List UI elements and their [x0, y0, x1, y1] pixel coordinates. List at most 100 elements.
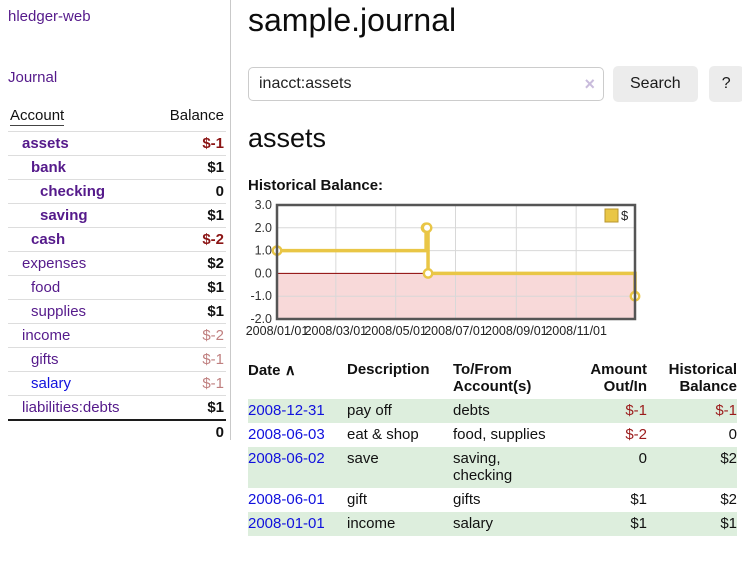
- account-row-assets: assets $-1: [8, 131, 226, 155]
- account-link[interactable]: checking: [40, 183, 106, 200]
- account-balance: $-1: [202, 135, 224, 152]
- transaction-balance: $-1: [647, 399, 737, 423]
- transaction-description: income: [347, 512, 453, 536]
- search-form: × Search ?: [248, 66, 742, 102]
- account-link[interactable]: assets: [22, 135, 69, 152]
- account-link[interactable]: gifts: [31, 351, 59, 368]
- sort-ascending-icon: ∧: [284, 362, 296, 379]
- search-input[interactable]: [248, 67, 604, 101]
- account-link[interactable]: liabilities:debts: [22, 399, 120, 416]
- register-table: Date ∧ Description To/From Account(s) Am…: [248, 359, 737, 536]
- account-row-checking: checking 0: [8, 179, 226, 203]
- account-link[interactable]: cash: [31, 231, 66, 248]
- transaction-amount: $1: [570, 512, 647, 536]
- account-table-header: Account Balance: [8, 104, 226, 131]
- transaction-date[interactable]: 2008-06-03: [248, 423, 347, 447]
- x-tick-label: 2008/05/01: [364, 324, 427, 338]
- transaction-date[interactable]: 2008-01-01: [248, 512, 347, 536]
- transaction-amount: $-2: [625, 426, 647, 443]
- transaction-description: pay off: [347, 399, 453, 423]
- account-link[interactable]: income: [22, 327, 71, 344]
- transaction-description: eat & shop: [347, 426, 419, 443]
- legend-swatch: [604, 208, 619, 223]
- account-balance: 0: [215, 183, 224, 200]
- account-row-liabilities-debts: liabilities:debts $1: [8, 395, 226, 419]
- register-row: 2008-06-02 save saving, checking 0 $2: [248, 447, 737, 488]
- x-tick-label: 2008/07/01: [424, 324, 487, 338]
- account-row-supplies: supplies $1: [8, 299, 226, 323]
- description-column-header: Description: [347, 361, 430, 378]
- account-row-salary: salary $-1: [8, 371, 226, 395]
- account-link[interactable]: saving: [40, 207, 88, 224]
- date-link[interactable]: 2008-06-01: [248, 491, 325, 508]
- transaction-accounts: saving, checking: [453, 447, 570, 488]
- transaction-balance: $2: [647, 447, 737, 488]
- legend-label: $: [621, 208, 629, 223]
- transaction-date[interactable]: 2008-06-02: [248, 447, 347, 488]
- account-balance: $2: [207, 255, 224, 272]
- account-balance: $-2: [202, 327, 224, 344]
- account-balance: $1: [207, 159, 224, 176]
- plot-border: [275, 203, 637, 321]
- account-column-header[interactable]: Account: [10, 107, 65, 126]
- transaction-accounts: salary: [453, 512, 570, 536]
- account-balance: $1: [207, 303, 224, 320]
- transaction-amount: 0: [570, 447, 647, 488]
- date-column-header[interactable]: Date ∧: [248, 362, 296, 379]
- y-tick-label: -2.0: [250, 312, 272, 326]
- x-tick-label: 2008/11/01: [545, 324, 607, 338]
- account-row-expenses: expenses $2: [8, 251, 226, 275]
- data-point-marker: [422, 268, 434, 279]
- date-link[interactable]: 2008-06-03: [248, 426, 325, 443]
- app-title-link[interactable]: hledger-web: [8, 8, 91, 25]
- register-row: 2008-06-03 eat & shop food, supplies $-2 0: [248, 423, 737, 447]
- account-link[interactable]: food: [31, 279, 61, 296]
- account-balance: $1: [207, 279, 224, 296]
- date-link[interactable]: 2008-06-02: [248, 450, 325, 467]
- register-header-row: Date ∧ Description To/From Account(s) Am…: [248, 359, 737, 399]
- balance-column-header-main: Historical Balance: [668, 361, 737, 395]
- chart-title: Historical Balance:: [248, 177, 384, 194]
- transaction-description: gift: [347, 491, 368, 508]
- account-balance: $1: [207, 399, 224, 416]
- y-tick-label: 3.0: [255, 198, 272, 212]
- help-button[interactable]: ?: [708, 66, 742, 102]
- data-point-marker: [421, 222, 433, 234]
- x-tick-label: 2008/01/01: [246, 324, 309, 338]
- transaction-amount: $1: [630, 491, 647, 508]
- transaction-description: save: [347, 447, 453, 488]
- transaction-balance: 0: [728, 426, 737, 443]
- accounts-column-header: To/From Account(s): [453, 361, 532, 395]
- x-tick-label: 2008/03/01: [305, 324, 368, 338]
- account-row-food: food $1: [8, 275, 226, 299]
- y-tick-label: 1.0: [255, 244, 272, 258]
- sidebar: hledger-web Journal Account Balance asse…: [0, 0, 231, 441]
- date-link[interactable]: 2008-01-01: [248, 515, 325, 532]
- account-total-row: 0: [8, 419, 226, 444]
- account-link[interactable]: bank: [31, 159, 67, 176]
- register-row: 2008-01-01 income salary $1 $1: [248, 512, 737, 536]
- transaction-date[interactable]: 2008-06-01: [248, 488, 347, 512]
- y-tick-label: -1.0: [250, 289, 272, 303]
- date-link[interactable]: 2008-12-31: [248, 402, 325, 419]
- search-button[interactable]: Search: [613, 66, 698, 102]
- balance-column-header: Balance: [169, 107, 224, 124]
- sidebar-item-journal[interactable]: Journal: [8, 69, 58, 86]
- transaction-accounts: food, supplies: [453, 426, 546, 443]
- transaction-accounts: debts: [453, 399, 570, 423]
- account-link[interactable]: expenses: [22, 255, 87, 272]
- x-tick-label: 2008/09/01: [485, 324, 548, 338]
- transaction-date[interactable]: 2008-12-31: [248, 399, 347, 423]
- register-row: 2008-12-31 pay off debts $-1 $-1: [248, 399, 737, 423]
- account-link[interactable]: salary: [31, 375, 72, 392]
- clear-search-icon[interactable]: ×: [584, 74, 595, 94]
- account-balance-table: Account Balance assets $-1 bank $1 checking 0…: [8, 104, 226, 444]
- account-balance: $-2: [202, 231, 224, 248]
- account-row-saving: saving $1: [8, 203, 226, 227]
- account-balance: $-1: [202, 375, 224, 392]
- page-title: sample.journal: [248, 2, 457, 38]
- total-balance: 0: [215, 424, 224, 441]
- account-rows: assets $-1 bank $1 checking 0 saving $1 cash $-2 e…: [8, 131, 226, 419]
- account-link[interactable]: supplies: [31, 303, 87, 320]
